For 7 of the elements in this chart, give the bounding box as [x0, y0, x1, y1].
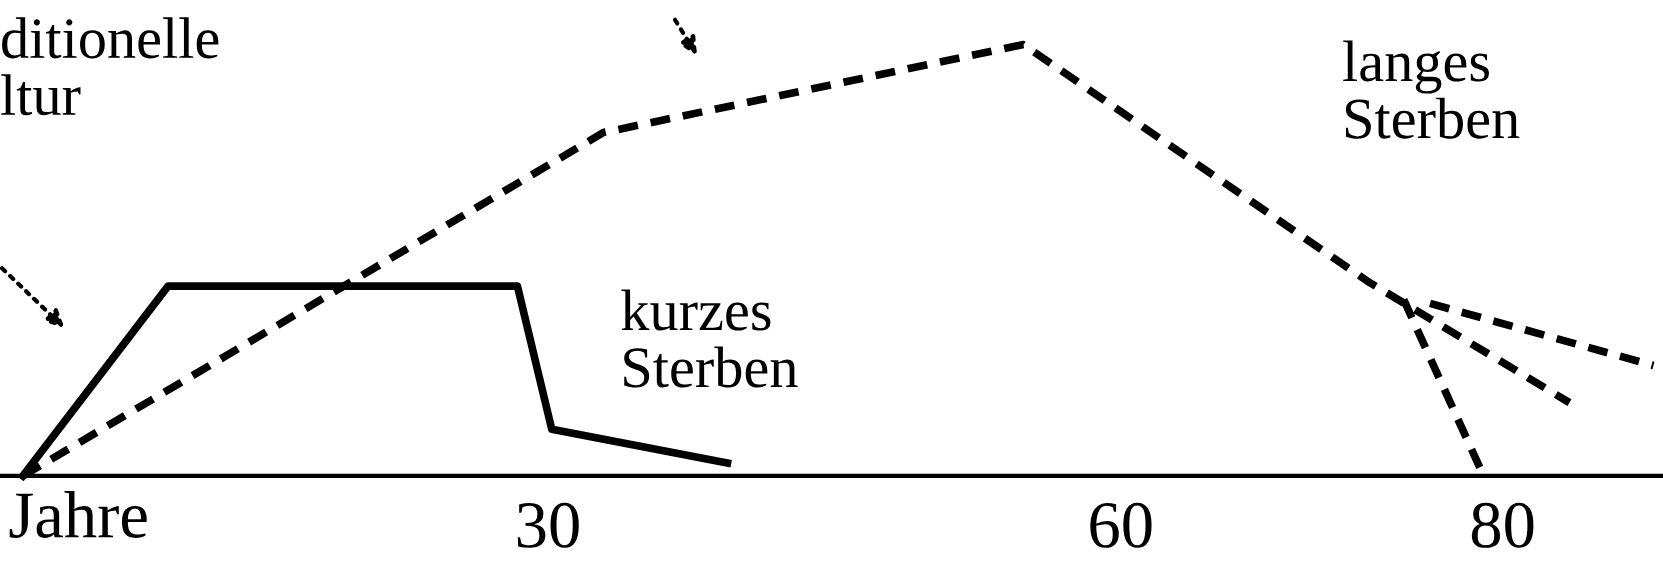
annotation: langes Sterben [1343, 40, 1520, 139]
annotation: ditionelle ltur [1, 17, 219, 116]
x-axis-title: Jahre [9, 491, 147, 538]
x-tick-label: 60 [1090, 502, 1152, 548]
annotation: kurzes Sterben [621, 289, 798, 388]
x-tick-label: 30 [517, 502, 579, 548]
x-tick-label: 80 [1471, 502, 1534, 548]
